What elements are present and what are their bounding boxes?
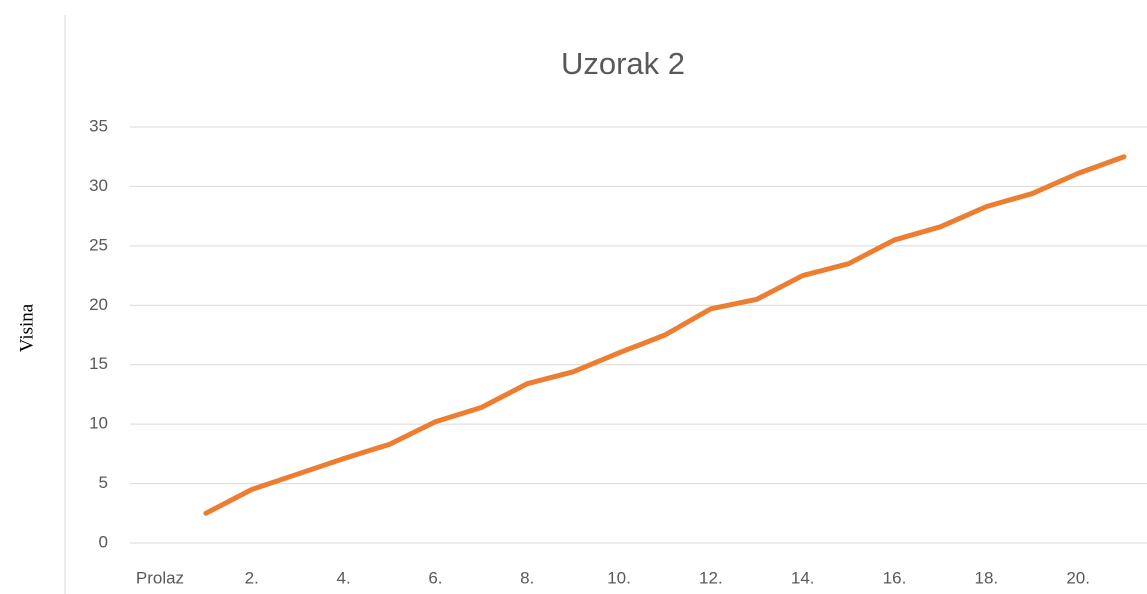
y-tick-label: 5 xyxy=(99,473,108,492)
y-tick-label: 15 xyxy=(89,354,108,373)
y-tick-label: 10 xyxy=(89,414,108,433)
x-tick-label: 6. xyxy=(428,568,442,587)
x-tick-label: 20. xyxy=(1066,568,1090,587)
x-tick-label: 10. xyxy=(607,568,631,587)
y-tick-label: 0 xyxy=(99,532,108,551)
data-line xyxy=(203,154,1127,516)
x-tick-label: 18. xyxy=(974,568,998,587)
x-tick-label: 12. xyxy=(699,568,723,587)
y-axis-label: Visina xyxy=(16,303,37,352)
y-tick-label: 20 xyxy=(89,295,108,314)
x-tick-label: 4. xyxy=(336,568,350,587)
x-tick-label: 2. xyxy=(245,568,259,587)
chart-title: Uzorak 2 xyxy=(561,46,685,81)
x-tick-label: Prolaz xyxy=(136,568,184,587)
y-tick-label: 35 xyxy=(89,116,108,135)
x-tick-label: 8. xyxy=(520,568,534,587)
y-tick-label: 25 xyxy=(89,235,108,254)
x-tick-label: 16. xyxy=(883,568,907,587)
x-tick-label: 14. xyxy=(791,568,815,587)
y-tick-label: 30 xyxy=(89,176,108,195)
